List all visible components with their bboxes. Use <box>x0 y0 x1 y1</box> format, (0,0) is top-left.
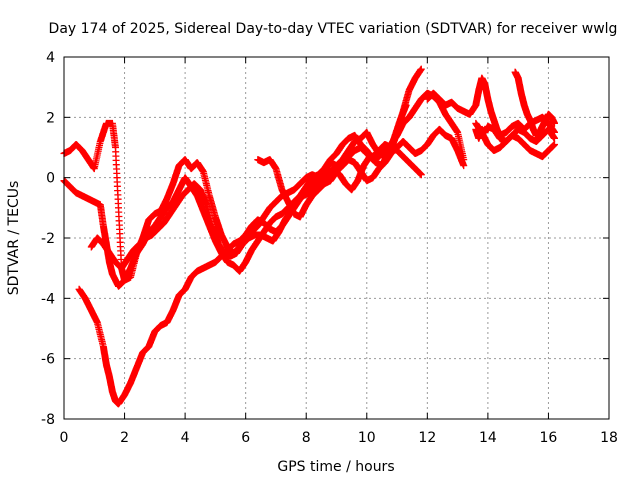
y-tick-label: 4 <box>46 50 55 66</box>
series-track-4 <box>87 101 410 272</box>
y-tick-label: 0 <box>46 171 55 187</box>
y-tick-labels: -8 -6 -4 -2 0 2 4 <box>41 50 55 428</box>
series-track-8 <box>511 68 558 139</box>
y-tick-label: -2 <box>41 231 55 247</box>
series-track-6 <box>423 74 558 139</box>
data-point-markers <box>511 68 558 139</box>
series-track-1 <box>60 65 425 284</box>
x-axis-label: GPS time / hours <box>277 459 394 475</box>
data-point-markers <box>60 65 425 284</box>
x-tick-label: 12 <box>418 430 436 446</box>
x-tick-label: 2 <box>120 430 129 446</box>
x-tick-label: 4 <box>181 430 190 446</box>
axis-ticks <box>63 56 610 420</box>
x-tick-label: 0 <box>60 430 69 446</box>
y-tick-label: 2 <box>46 110 55 126</box>
x-tick-label: 16 <box>540 430 558 446</box>
x-tick-label: 18 <box>600 430 618 446</box>
x-tick-labels: 0 2 4 6 8 10 12 14 16 18 <box>60 430 618 446</box>
data-points <box>60 65 558 408</box>
x-tick-label: 10 <box>358 430 376 446</box>
data-point-markers <box>472 122 558 145</box>
grid-lines <box>64 57 609 419</box>
data-point-markers <box>87 101 410 272</box>
data-point-markers <box>423 74 558 139</box>
chart-title: Day 174 of 2025, Sidereal Day-to-day VTE… <box>49 21 618 37</box>
y-tick-label: -6 <box>41 352 55 368</box>
x-tick-label: 8 <box>302 430 311 446</box>
x-tick-label: 6 <box>241 430 250 446</box>
data-point-markers <box>254 141 425 221</box>
y-axis-label: SDTVAR / TECUs <box>6 181 22 296</box>
series-track-5 <box>254 141 425 221</box>
y-tick-label: -4 <box>41 291 55 307</box>
y-tick-label: -8 <box>41 412 55 428</box>
x-tick-label: 14 <box>479 430 497 446</box>
series-track-9 <box>472 122 558 145</box>
